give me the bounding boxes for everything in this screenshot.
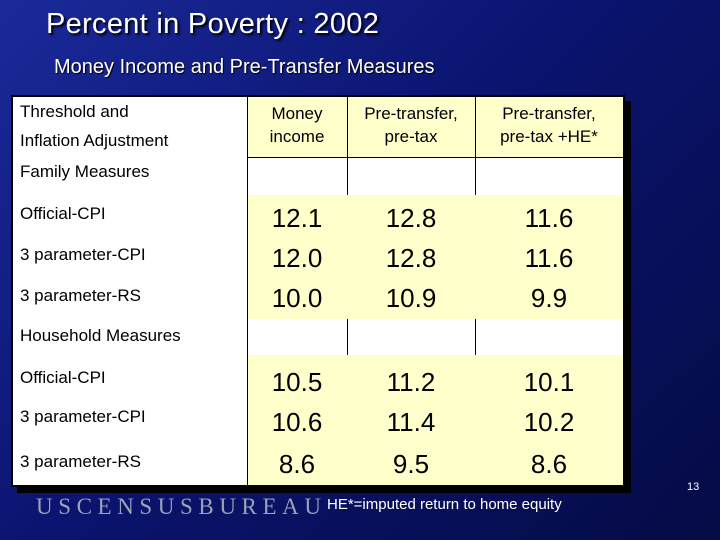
label-column: [13, 97, 247, 485]
table-cell: 12.8: [385, 243, 437, 273]
divider-v3-top: [475, 97, 476, 195]
table-cell: 8.6: [278, 449, 316, 479]
col-header-money-income: Money income: [269, 104, 325, 146]
table-cell: 10.2: [523, 407, 575, 437]
divider-v1: [247, 97, 248, 485]
poverty-table: Threshold and Inflation Adjustment Money…: [11, 95, 625, 487]
slide-subtitle: Money Income and Pre-Transfer Measures: [54, 56, 435, 78]
corner-header-line2: Inflation Adjustment: [20, 131, 169, 150]
table-cell: 12.8: [385, 203, 437, 233]
col-header-pretransfer-he: Pre-transfer, pre-tax +HE*: [500, 104, 598, 146]
row-label: 3 parameter-CPI: [20, 407, 146, 426]
footnote: HE*=imputed return to home equity: [327, 496, 562, 513]
table-cell: 9.9: [530, 283, 568, 313]
corner-header-line1: Threshold and: [20, 102, 129, 121]
table-cell: 11.6: [524, 203, 574, 233]
family-section-gap: [247, 157, 623, 195]
divider-v2-mid: [347, 319, 348, 355]
household-section-label: Household Measures: [20, 326, 181, 345]
household-section-gap: [247, 319, 623, 355]
row-label: 3 parameter-RS: [20, 286, 141, 305]
divider-v3-mid: [475, 319, 476, 355]
census-bureau-logo: USCENSUSBUREAU: [36, 494, 327, 519]
table-cell: 10.1: [523, 367, 575, 397]
table-cell: 10.0: [271, 283, 323, 313]
table-cell: 11.6: [524, 243, 574, 273]
family-section-label: Family Measures: [20, 162, 150, 181]
table-cell: 9.5: [392, 449, 430, 479]
table-cell: 10.6: [271, 407, 323, 437]
divider-v2-top: [347, 97, 348, 195]
table-cell: 8.6: [530, 449, 568, 479]
row-label: Official-CPI: [20, 368, 106, 387]
header-underline: [247, 157, 623, 158]
row-label: 3 parameter-CPI: [20, 245, 146, 264]
page-number: 13: [687, 481, 700, 493]
row-label: 3 parameter-RS: [20, 452, 141, 471]
slide-title: Percent in Poverty : 2002: [46, 8, 380, 40]
col-header-pretransfer-pretax: Pre-transfer, pre-tax: [364, 104, 458, 146]
table-cell: 10.5: [271, 367, 323, 397]
table-cell: 10.9: [385, 283, 437, 313]
table-cell: 12.0: [271, 243, 323, 273]
table-cell: 12.1: [271, 203, 323, 233]
table-cell: 11.4: [386, 407, 436, 437]
row-label: Official-CPI: [20, 204, 106, 223]
table-cell: 11.2: [386, 367, 436, 397]
